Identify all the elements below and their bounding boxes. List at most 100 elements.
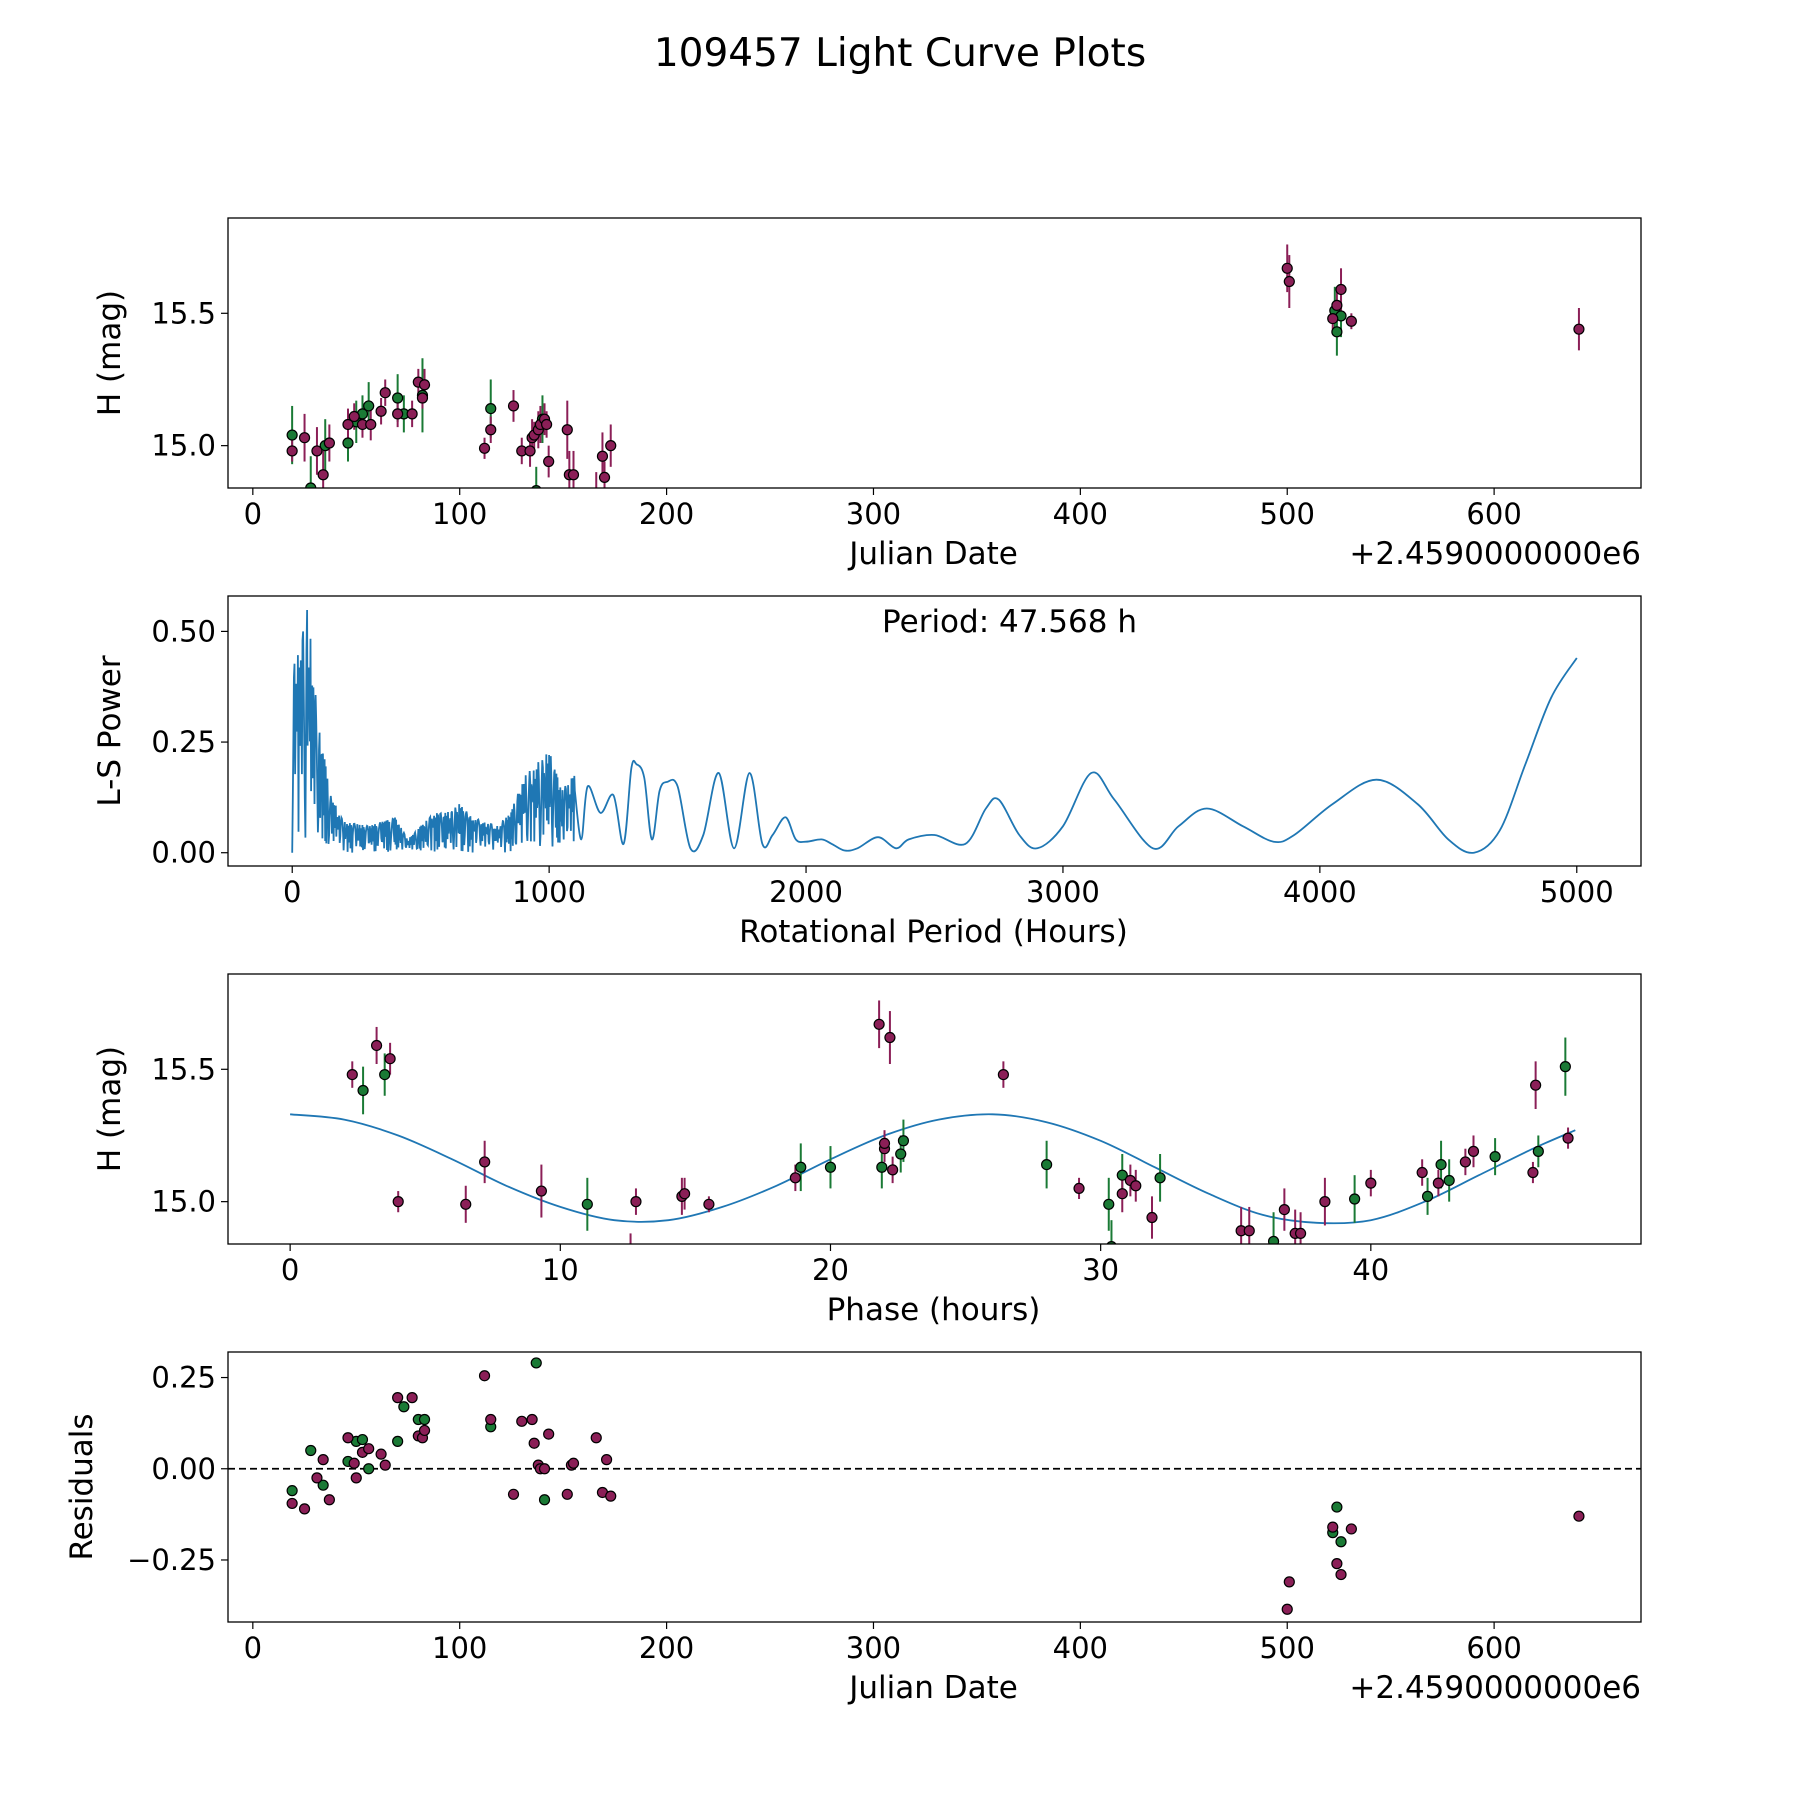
maroon-data-point (1294, 1227, 1307, 1240)
maroon-data-point (1562, 1132, 1574, 1144)
maroon-data-point (543, 1428, 555, 1440)
green-data-point (1335, 1536, 1347, 1548)
maroon-data-point (1416, 1166, 1428, 1179)
x-tick-label: 300 (846, 497, 901, 531)
maroon-data-point (1116, 1188, 1128, 1200)
periodogram-panel: 0 1000 2000 3000 4000 5000 0.00 0.25 0.50 Rotatio… (92, 595, 1642, 950)
maroon-data-point (1365, 1177, 1377, 1189)
axes-frame (227, 595, 1642, 867)
maroon-data-point (561, 424, 573, 436)
maroon-data-point (878, 1137, 891, 1150)
x-axis-label: Julian Date (847, 536, 1018, 572)
plot-area (228, 1357, 1641, 1615)
maroon-data-point (1146, 1211, 1158, 1224)
green-data-point (876, 1161, 888, 1173)
green-data-point (485, 402, 497, 415)
maroon-data-point (460, 1198, 472, 1210)
plot-area (286, 244, 1585, 488)
green-data-point (286, 429, 298, 441)
maroon-data-point (485, 424, 497, 436)
maroon-data-point (406, 1392, 418, 1404)
maroon-data-point (1327, 312, 1339, 325)
y-tick-label: −0.25 (127, 1543, 216, 1577)
maroon-data-point (379, 1459, 391, 1471)
maroon-data-point (1281, 262, 1293, 274)
x-axis-label: Phase (hours) (827, 1292, 1041, 1328)
green-data-point (379, 1068, 391, 1081)
maroon-data-point (375, 1448, 387, 1460)
x-tick-label: 0 (281, 1253, 299, 1287)
maroon-data-point (1243, 1225, 1255, 1237)
green-data-point (1267, 1235, 1280, 1244)
maroon-data-point (311, 445, 323, 457)
maroon-data-point (323, 437, 335, 449)
maroon-data-point (375, 405, 387, 417)
maroon-data-point (1319, 1196, 1331, 1208)
x-tick-label: 600 (1466, 1631, 1521, 1665)
maroon-data-point (507, 1488, 520, 1500)
y-tick-label: 0.25 (151, 725, 216, 759)
maroon-data-point (526, 1413, 538, 1426)
maroon-data-point (1073, 1182, 1085, 1195)
maroon-data-point (365, 418, 377, 431)
green-data-point (1154, 1172, 1166, 1184)
maroon-data-point (384, 1053, 396, 1065)
maroon-data-point (379, 387, 391, 399)
green-data-point (1041, 1158, 1053, 1171)
maroon-data-point (348, 1457, 360, 1469)
x-offset-text: +2.4590000000e6 (1349, 536, 1641, 572)
maroon-data-point (392, 1392, 404, 1404)
maroon-data-point (317, 1454, 329, 1466)
green-data-point (530, 1357, 542, 1369)
maroon-data-point (418, 1424, 431, 1437)
x-tick-label: 300 (846, 1631, 901, 1665)
green-data-point (418, 1413, 431, 1426)
maroon-data-point (348, 410, 360, 423)
y-tick-label: 15.0 (151, 1185, 216, 1219)
green-data-point (1116, 1169, 1128, 1181)
x-tick-label: 400 (1053, 1631, 1108, 1665)
green-data-point (581, 1198, 593, 1210)
maroon-data-point (392, 1196, 404, 1208)
maroon-data-point (789, 1172, 801, 1184)
maroon-data-point (598, 471, 611, 484)
maroon-data-point (1331, 299, 1343, 311)
plot-area (290, 1000, 1576, 1244)
maroon-data-point (1527, 1166, 1539, 1179)
maroon-data-point (1573, 1510, 1585, 1522)
green-data-point (1103, 1198, 1115, 1210)
maroon-data-point (1283, 1576, 1295, 1588)
maroon-data-point (342, 418, 354, 431)
maroon-data-point (596, 450, 609, 462)
green-data-point (1489, 1151, 1501, 1163)
maroon-data-point (535, 1185, 547, 1197)
maroon-data-point (286, 1497, 298, 1510)
x-offset-text: +2.4590000000e6 (1349, 1670, 1641, 1706)
x-tick-label: 0 (283, 875, 301, 909)
maroon-data-point (286, 445, 298, 457)
green-data-point (398, 1401, 410, 1413)
maroon-data-point (594, 487, 599, 488)
y-tick-label: 0.00 (151, 1452, 216, 1486)
maroon-data-point (485, 1413, 497, 1426)
maroon-data-point (516, 1415, 528, 1427)
green-data-point (531, 485, 542, 488)
maroon-data-point (884, 1031, 896, 1044)
green-data-point (1532, 1145, 1544, 1157)
x-tick-label: 200 (639, 497, 694, 531)
maroon-data-point (342, 1432, 354, 1444)
y-axis-label: Residuals (64, 1413, 100, 1560)
maroon-data-point (605, 1490, 617, 1502)
axes-frame (227, 1351, 1642, 1623)
x-tick-label: 5000 (1540, 875, 1614, 909)
maroon-data-point (1331, 1558, 1343, 1570)
maroon-data-point (478, 442, 491, 454)
green-data-point (363, 400, 375, 412)
period-annotation: Period: 47.568 h (882, 604, 1137, 640)
maroon-data-point (363, 1443, 375, 1455)
green-data-point (1559, 1061, 1571, 1073)
maroon-data-point (543, 455, 555, 468)
x-tick-label: 100 (432, 497, 487, 531)
x-tick-label: 40 (1352, 1253, 1389, 1287)
maroon-data-point (567, 1457, 580, 1469)
